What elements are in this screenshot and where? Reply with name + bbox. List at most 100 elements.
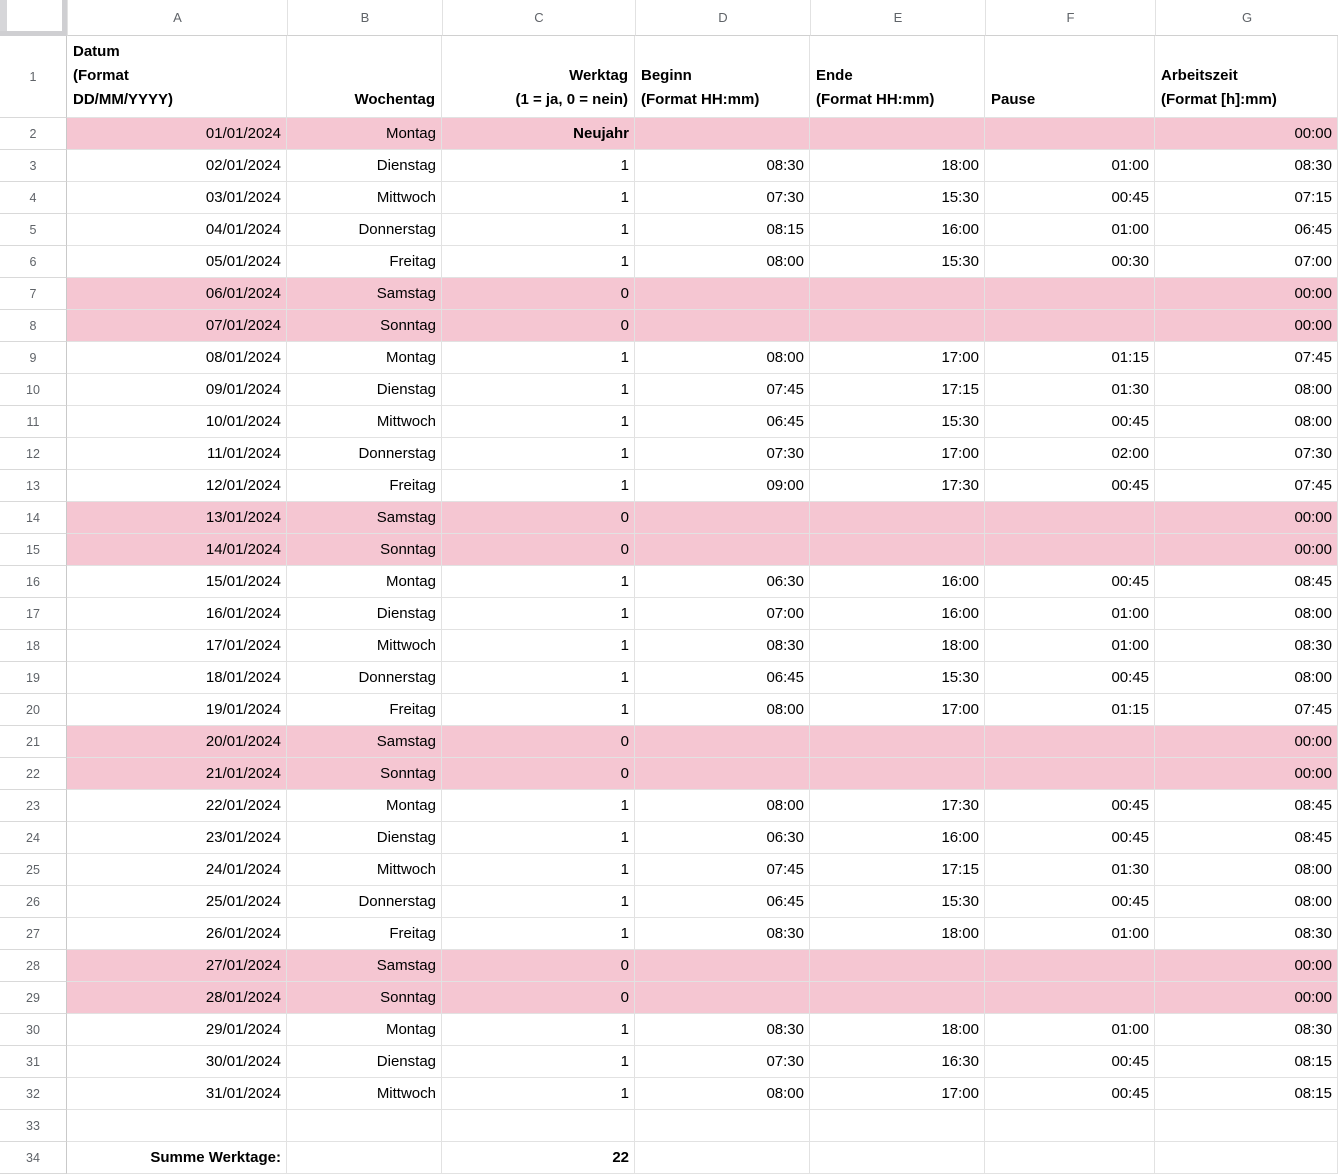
column-header-A[interactable]: A — [67, 0, 287, 36]
cell-E3[interactable]: 18:00 — [810, 150, 985, 182]
cell-D25[interactable]: 07:45 — [635, 854, 810, 886]
cell-B5[interactable]: Donnerstag — [287, 214, 442, 246]
cell-G25[interactable]: 08:00 — [1155, 854, 1338, 886]
cell-G4[interactable]: 07:15 — [1155, 182, 1338, 214]
cell-D12[interactable]: 07:30 — [635, 438, 810, 470]
cell-C31[interactable]: 1 — [442, 1046, 635, 1078]
cell-D3[interactable]: 08:30 — [635, 150, 810, 182]
row-header-10[interactable]: 10 — [0, 374, 67, 406]
cell-G11[interactable]: 08:00 — [1155, 406, 1338, 438]
cell-E4[interactable]: 15:30 — [810, 182, 985, 214]
cell-C29[interactable]: 0 — [442, 982, 635, 1014]
cell-E31[interactable]: 16:30 — [810, 1046, 985, 1078]
cell-E21[interactable] — [810, 726, 985, 758]
cell-A24[interactable]: 23/01/2024 — [67, 822, 287, 854]
cell-E20[interactable]: 17:00 — [810, 694, 985, 726]
cell-E26[interactable]: 15:30 — [810, 886, 985, 918]
cell-A8[interactable]: 07/01/2024 — [67, 310, 287, 342]
cell-G1[interactable]: Arbeitszeit (Format [h]:mm) — [1155, 36, 1338, 118]
cell-F18[interactable]: 01:00 — [985, 630, 1155, 662]
cell-B6[interactable]: Freitag — [287, 246, 442, 278]
cell-A10[interactable]: 09/01/2024 — [67, 374, 287, 406]
cell-A4[interactable]: 03/01/2024 — [67, 182, 287, 214]
cell-A34[interactable]: Summe Werktage: — [67, 1142, 287, 1174]
cell-F6[interactable]: 00:30 — [985, 246, 1155, 278]
cell-E5[interactable]: 16:00 — [810, 214, 985, 246]
cell-G30[interactable]: 08:30 — [1155, 1014, 1338, 1046]
cell-F30[interactable]: 01:00 — [985, 1014, 1155, 1046]
row-header-12[interactable]: 12 — [0, 438, 67, 470]
cell-C6[interactable]: 1 — [442, 246, 635, 278]
cell-D14[interactable] — [635, 502, 810, 534]
cell-B32[interactable]: Mittwoch — [287, 1078, 442, 1110]
cell-C5[interactable]: 1 — [442, 214, 635, 246]
column-header-G[interactable]: G — [1155, 0, 1338, 36]
cell-D11[interactable]: 06:45 — [635, 406, 810, 438]
cell-D13[interactable]: 09:00 — [635, 470, 810, 502]
cell-G10[interactable]: 08:00 — [1155, 374, 1338, 406]
row-header-18[interactable]: 18 — [0, 630, 67, 662]
select-all-corner[interactable] — [0, 0, 67, 36]
cell-C18[interactable]: 1 — [442, 630, 635, 662]
cell-G32[interactable]: 08:15 — [1155, 1078, 1338, 1110]
cell-F21[interactable] — [985, 726, 1155, 758]
cell-D10[interactable]: 07:45 — [635, 374, 810, 406]
cell-F27[interactable]: 01:00 — [985, 918, 1155, 950]
cell-C14[interactable]: 0 — [442, 502, 635, 534]
cell-G9[interactable]: 07:45 — [1155, 342, 1338, 374]
cell-E29[interactable] — [810, 982, 985, 1014]
cell-C26[interactable]: 1 — [442, 886, 635, 918]
row-header-13[interactable]: 13 — [0, 470, 67, 502]
row-header-25[interactable]: 25 — [0, 854, 67, 886]
cell-E9[interactable]: 17:00 — [810, 342, 985, 374]
column-header-E[interactable]: E — [810, 0, 985, 36]
cell-G33[interactable] — [1155, 1110, 1338, 1142]
cell-C30[interactable]: 1 — [442, 1014, 635, 1046]
cell-F16[interactable]: 00:45 — [985, 566, 1155, 598]
cell-F13[interactable]: 00:45 — [985, 470, 1155, 502]
cell-F1[interactable]: Pause — [985, 36, 1155, 118]
cell-E2[interactable] — [810, 118, 985, 150]
cell-G16[interactable]: 08:45 — [1155, 566, 1338, 598]
cell-A33[interactable] — [67, 1110, 287, 1142]
cell-E6[interactable]: 15:30 — [810, 246, 985, 278]
cell-B16[interactable]: Montag — [287, 566, 442, 598]
cell-B18[interactable]: Mittwoch — [287, 630, 442, 662]
row-header-3[interactable]: 3 — [0, 150, 67, 182]
cell-A1[interactable]: Datum (Format DD/MM/YYYY) — [67, 36, 287, 118]
cell-D34[interactable] — [635, 1142, 810, 1174]
cell-F22[interactable] — [985, 758, 1155, 790]
cell-G3[interactable]: 08:30 — [1155, 150, 1338, 182]
cell-G27[interactable]: 08:30 — [1155, 918, 1338, 950]
cell-B2[interactable]: Montag — [287, 118, 442, 150]
cell-E11[interactable]: 15:30 — [810, 406, 985, 438]
cell-F4[interactable]: 00:45 — [985, 182, 1155, 214]
cell-C16[interactable]: 1 — [442, 566, 635, 598]
cell-A19[interactable]: 18/01/2024 — [67, 662, 287, 694]
cell-G21[interactable]: 00:00 — [1155, 726, 1338, 758]
row-header-34[interactable]: 34 — [0, 1142, 67, 1174]
row-header-33[interactable]: 33 — [0, 1110, 67, 1142]
cell-C20[interactable]: 1 — [442, 694, 635, 726]
cell-C27[interactable]: 1 — [442, 918, 635, 950]
cell-E18[interactable]: 18:00 — [810, 630, 985, 662]
cell-D6[interactable]: 08:00 — [635, 246, 810, 278]
row-header-2[interactable]: 2 — [0, 118, 67, 150]
cell-E33[interactable] — [810, 1110, 985, 1142]
cell-A27[interactable]: 26/01/2024 — [67, 918, 287, 950]
cell-G17[interactable]: 08:00 — [1155, 598, 1338, 630]
cell-A32[interactable]: 31/01/2024 — [67, 1078, 287, 1110]
row-header-9[interactable]: 9 — [0, 342, 67, 374]
cell-A23[interactable]: 22/01/2024 — [67, 790, 287, 822]
cell-F19[interactable]: 00:45 — [985, 662, 1155, 694]
cell-B15[interactable]: Sonntag — [287, 534, 442, 566]
cell-C32[interactable]: 1 — [442, 1078, 635, 1110]
cell-F3[interactable]: 01:00 — [985, 150, 1155, 182]
cell-F5[interactable]: 01:00 — [985, 214, 1155, 246]
cell-B25[interactable]: Mittwoch — [287, 854, 442, 886]
cell-B17[interactable]: Dienstag — [287, 598, 442, 630]
cell-F25[interactable]: 01:30 — [985, 854, 1155, 886]
row-header-21[interactable]: 21 — [0, 726, 67, 758]
cell-E7[interactable] — [810, 278, 985, 310]
cell-B7[interactable]: Samstag — [287, 278, 442, 310]
